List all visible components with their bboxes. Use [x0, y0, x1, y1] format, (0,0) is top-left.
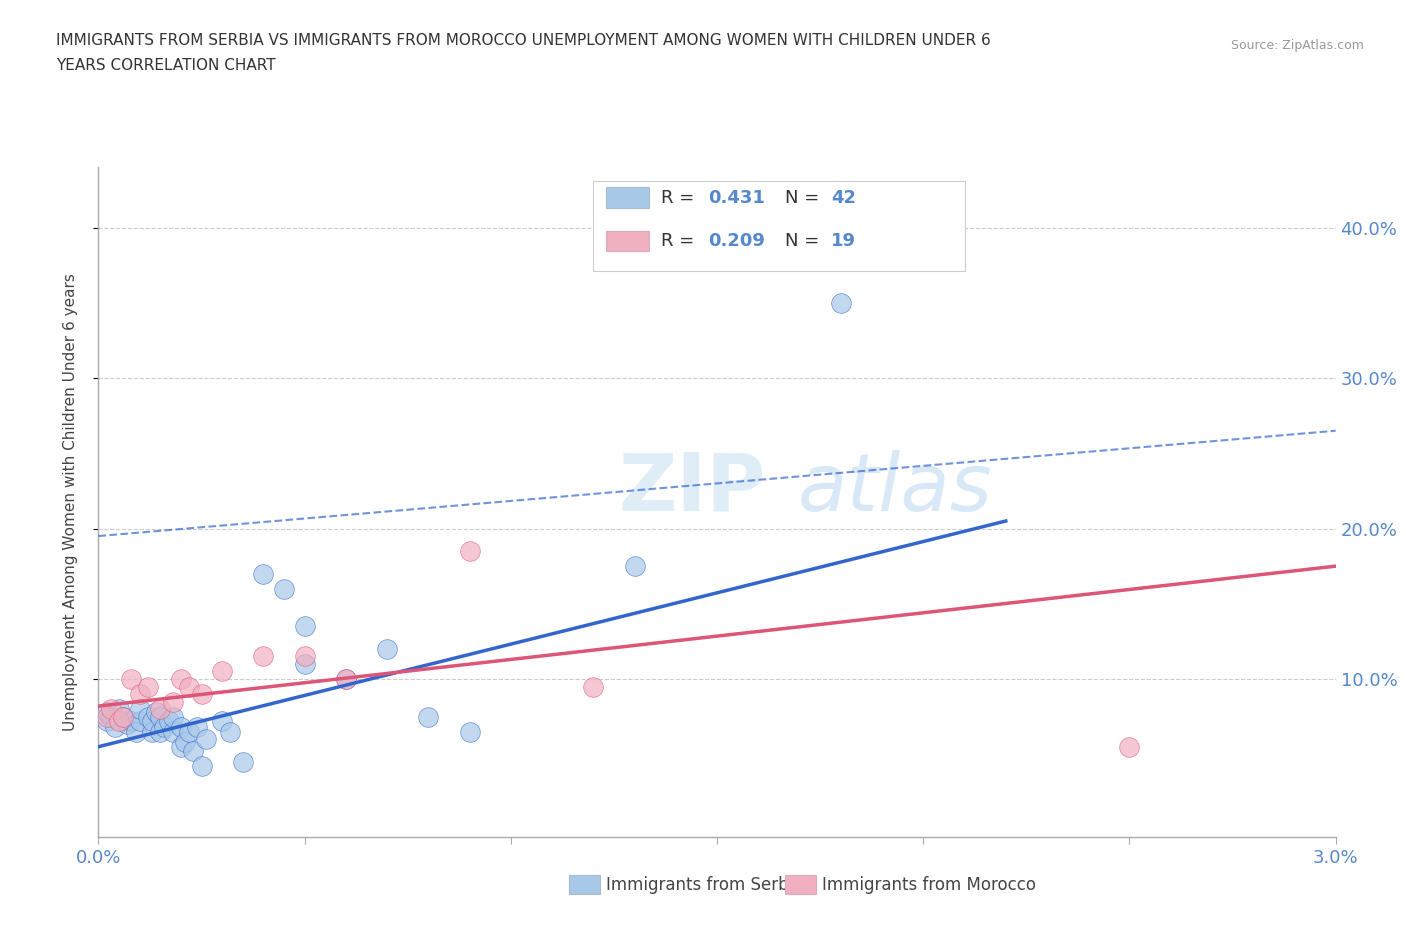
Point: [128, 713, 150, 728]
Text: Source: ZipAtlas.com: Source: ZipAtlas.com: [1230, 39, 1364, 52]
Point: [190, 759, 212, 774]
Point: [149, 701, 172, 716]
Point: [136, 679, 159, 694]
Bar: [606, 188, 650, 207]
Point: [100, 701, 122, 716]
Point: [186, 720, 208, 735]
Text: IMMIGRANTS FROM SERBIA VS IMMIGRANTS FROM MOROCCO UNEMPLOYMENT AMONG WOMEN WITH : IMMIGRANTS FROM SERBIA VS IMMIGRANTS FRO…: [56, 33, 991, 47]
Text: 0.431: 0.431: [709, 189, 765, 206]
Text: ZIP: ZIP: [619, 450, 765, 528]
Point: [120, 713, 142, 728]
Point: [149, 710, 172, 724]
Point: [335, 671, 357, 686]
Point: [112, 710, 135, 724]
Point: [100, 710, 122, 724]
Point: [145, 705, 167, 720]
Point: [252, 649, 274, 664]
Point: [582, 679, 605, 694]
Point: [141, 724, 163, 739]
Text: R =: R =: [661, 232, 700, 250]
Point: [96, 713, 118, 728]
Point: [108, 713, 131, 728]
Point: [170, 720, 193, 735]
Text: Immigrants from Serbia: Immigrants from Serbia: [606, 875, 803, 894]
Point: [830, 296, 852, 311]
Point: [375, 642, 398, 657]
Point: [179, 724, 201, 739]
Point: [128, 686, 150, 701]
Text: YEARS CORRELATION CHART: YEARS CORRELATION CHART: [56, 58, 276, 73]
Point: [149, 724, 172, 739]
Point: [117, 717, 139, 732]
Point: [174, 735, 197, 750]
Point: [190, 686, 212, 701]
Point: [128, 701, 150, 716]
Text: 19: 19: [831, 232, 856, 250]
Bar: [785, 875, 815, 894]
Bar: [568, 875, 599, 894]
Point: [157, 713, 180, 728]
Text: Immigrants from Morocco: Immigrants from Morocco: [823, 875, 1036, 894]
Point: [211, 664, 233, 679]
Point: [232, 754, 254, 769]
Point: [294, 657, 316, 671]
Point: [458, 724, 481, 739]
Text: R =: R =: [661, 189, 700, 206]
Point: [124, 724, 146, 739]
Text: atlas: atlas: [797, 450, 993, 528]
Point: [181, 744, 204, 759]
FancyBboxPatch shape: [593, 180, 965, 272]
Point: [1118, 739, 1140, 754]
Point: [141, 713, 163, 728]
Point: [252, 566, 274, 581]
Point: [104, 720, 127, 735]
Point: [458, 544, 481, 559]
Point: [96, 710, 118, 724]
Text: N =: N =: [785, 232, 825, 250]
Point: [108, 701, 131, 716]
Point: [170, 671, 193, 686]
Point: [162, 710, 184, 724]
Point: [112, 710, 135, 724]
Point: [136, 710, 159, 724]
Point: [170, 739, 193, 754]
Point: [418, 710, 440, 724]
Point: [162, 694, 184, 709]
Point: [96, 705, 118, 720]
Point: [179, 679, 201, 694]
Y-axis label: Unemployment Among Women with Children Under 6 years: Unemployment Among Women with Children U…: [63, 273, 77, 731]
Point: [294, 618, 316, 633]
Point: [273, 581, 295, 596]
Text: N =: N =: [785, 189, 825, 206]
Point: [120, 671, 142, 686]
Point: [294, 649, 316, 664]
Text: 0.209: 0.209: [709, 232, 765, 250]
Point: [219, 724, 242, 739]
Point: [211, 713, 233, 728]
Point: [162, 724, 184, 739]
Point: [623, 559, 645, 574]
Bar: [606, 231, 650, 251]
Point: [153, 720, 176, 735]
Text: 42: 42: [831, 189, 856, 206]
Point: [335, 671, 357, 686]
Point: [194, 732, 217, 747]
